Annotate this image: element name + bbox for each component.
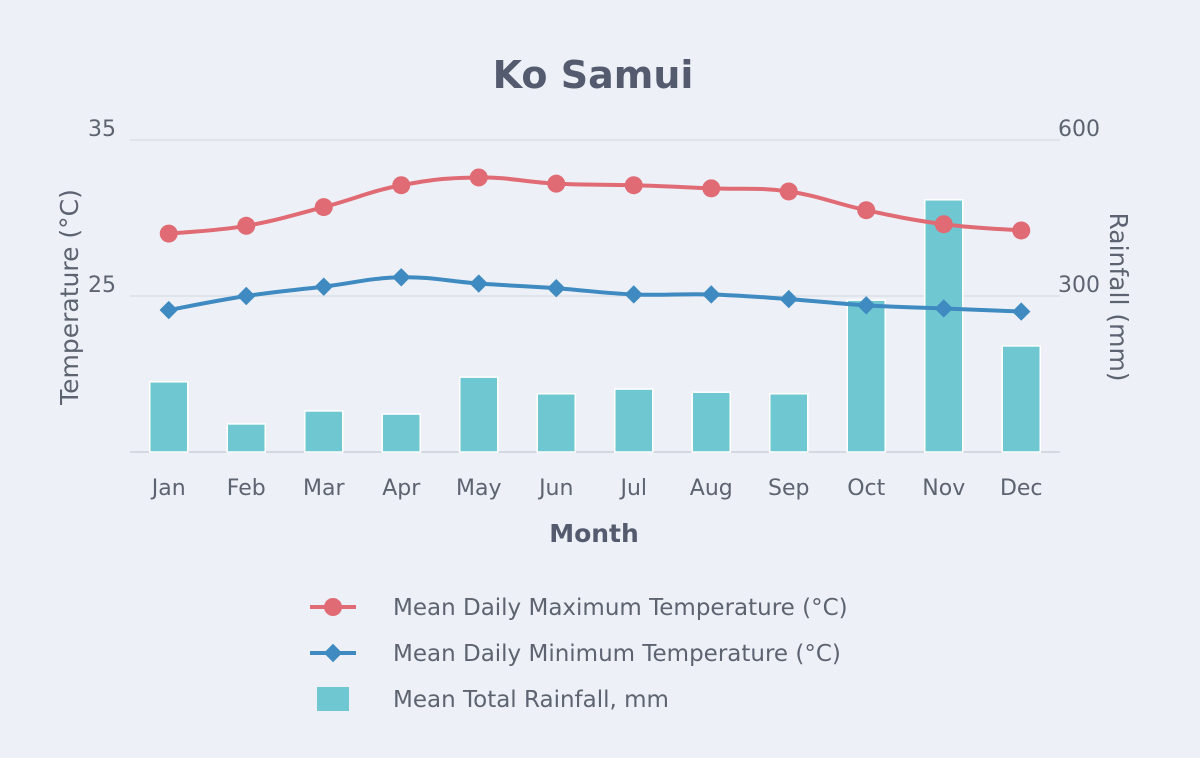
min-temp-point <box>314 277 333 296</box>
gridlines <box>130 139 1060 453</box>
x-tick-label: Jul <box>618 476 647 501</box>
max-temp-point <box>159 224 178 243</box>
x-tick-label: Oct <box>847 476 885 501</box>
rainfall-bar <box>769 393 809 453</box>
legend: Mean Daily Maximum Temperature (°C) Mean … <box>310 595 848 713</box>
x-tick-label: Aug <box>690 476 733 501</box>
x-tick-label: Mar <box>303 476 345 501</box>
min-temp-point <box>779 289 798 309</box>
legend-label: Mean Total Rainfall, mm <box>393 687 669 713</box>
y-right-tick-label: 600 <box>1058 117 1100 142</box>
x-axis-title: Month <box>549 519 639 548</box>
min-temp-point <box>857 296 876 315</box>
min-temp-point <box>1012 302 1031 321</box>
min-temp-line <box>168 275 1022 314</box>
rainfall-bar <box>226 423 266 453</box>
rainfall-bar <box>1001 345 1041 453</box>
min-temp-point <box>159 300 178 320</box>
x-tick-label: Jun <box>537 476 573 501</box>
min-temp-point <box>934 299 953 318</box>
x-tick-label: Feb <box>227 476 266 501</box>
legend-circle-icon <box>324 598 342 616</box>
y-axis-left-title: Temperature (°C) <box>55 189 84 406</box>
rainfall-bars <box>149 199 1041 453</box>
rainfall-bar <box>381 413 421 453</box>
max-temp-point <box>469 168 488 187</box>
x-tick-label: Jan <box>150 476 186 501</box>
x-tick-label: Apr <box>382 476 421 501</box>
max-temp-point <box>547 174 566 193</box>
rainfall-bar <box>536 393 576 453</box>
rainfall-bar <box>924 199 964 453</box>
max-temp-point <box>1012 221 1031 240</box>
legend-diamond-icon <box>323 643 343 663</box>
min-temp-point <box>702 285 721 304</box>
temperature-lines <box>159 168 1031 321</box>
max-temp-point <box>857 201 876 220</box>
y-axis-right-title: Rainfall (mm) <box>1104 212 1133 381</box>
y-left-tick-label: 35 <box>88 117 116 142</box>
max-temp-point <box>624 176 643 195</box>
x-tick-label: Sep <box>768 476 809 501</box>
max-temp-point <box>702 179 721 198</box>
max-temp-point <box>934 215 953 234</box>
y-left-tick-label: 25 <box>88 273 116 298</box>
max-temp-point <box>314 198 333 217</box>
rainfall-bar <box>614 388 654 453</box>
rainfall-bar <box>846 299 886 453</box>
x-tick-label: Dec <box>1000 476 1043 501</box>
max-temp-line <box>168 175 1022 236</box>
legend-label: Mean Daily Minimum Temperature (°C) <box>393 641 841 667</box>
rainfall-bar <box>691 391 731 453</box>
rainfall-bar <box>149 381 189 453</box>
axis-ticks: 35 25 600 300 Jan Feb Mar Apr May Jun Jul Aug Sep Oct… <box>88 117 1100 501</box>
rainfall-bar <box>304 410 344 453</box>
y-right-tick-label: 300 <box>1058 273 1100 298</box>
chart-title: Ko Samui <box>493 53 694 97</box>
x-tick-label: May <box>456 476 501 501</box>
rainfall-bar <box>459 376 499 453</box>
max-temp-point <box>779 182 798 201</box>
min-temp-point <box>547 279 566 298</box>
min-temp-point <box>392 268 411 287</box>
max-temp-point <box>392 176 411 195</box>
min-temp-point <box>624 285 643 304</box>
max-temp-point <box>237 216 256 235</box>
x-tick-label: Nov <box>922 476 965 501</box>
min-temp-point <box>237 286 256 306</box>
min-temp-point <box>469 274 488 293</box>
legend-label: Mean Daily Maximum Temperature (°C) <box>393 595 848 621</box>
legend-bar-swatch <box>317 687 349 711</box>
